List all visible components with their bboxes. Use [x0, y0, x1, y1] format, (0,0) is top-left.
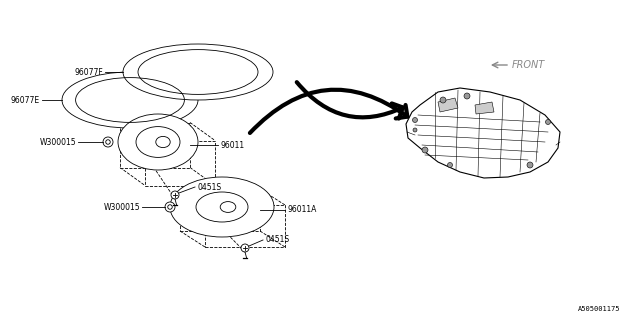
Circle shape: [413, 128, 417, 132]
FancyArrowPatch shape: [297, 82, 403, 118]
Circle shape: [241, 244, 249, 252]
Text: 96077F: 96077F: [74, 68, 103, 76]
Circle shape: [464, 93, 470, 99]
Text: 96011A: 96011A: [287, 205, 316, 214]
Ellipse shape: [170, 177, 274, 237]
Circle shape: [447, 163, 452, 167]
Circle shape: [165, 202, 175, 212]
FancyArrowPatch shape: [250, 90, 408, 133]
Ellipse shape: [62, 72, 198, 128]
Polygon shape: [406, 88, 560, 178]
Polygon shape: [120, 123, 190, 167]
Text: 96077E: 96077E: [11, 95, 40, 105]
Circle shape: [545, 119, 550, 124]
Text: A505001175: A505001175: [577, 306, 620, 312]
Text: 0451S: 0451S: [197, 182, 221, 191]
Ellipse shape: [118, 114, 198, 170]
Circle shape: [171, 191, 179, 199]
Circle shape: [440, 97, 446, 103]
Polygon shape: [438, 98, 458, 112]
Circle shape: [527, 162, 533, 168]
Text: FRONT: FRONT: [512, 60, 545, 70]
Polygon shape: [475, 102, 494, 114]
Text: W300015: W300015: [104, 203, 140, 212]
Text: 96011: 96011: [220, 140, 244, 149]
Circle shape: [413, 117, 417, 123]
Text: 0451S: 0451S: [265, 236, 289, 244]
Polygon shape: [180, 189, 260, 231]
Ellipse shape: [123, 44, 273, 100]
Text: W300015: W300015: [40, 138, 76, 147]
Circle shape: [422, 147, 428, 153]
Circle shape: [103, 137, 113, 147]
